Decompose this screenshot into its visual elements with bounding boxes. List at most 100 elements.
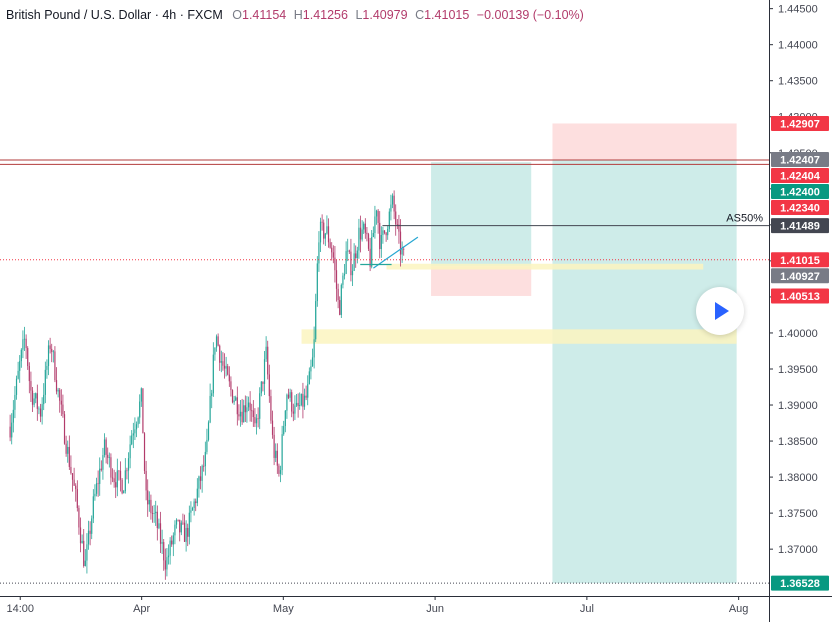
y-tick-label: 1.37500: [778, 508, 818, 520]
candle-body: [329, 242, 331, 248]
candle-body: [193, 501, 195, 509]
price-tag-label: 1.42907: [780, 118, 820, 130]
candle-body: [54, 351, 56, 381]
x-tick-label: Jul: [580, 603, 594, 615]
candle-body: [107, 454, 109, 458]
candle-body: [380, 234, 382, 249]
candle-body: [172, 535, 174, 545]
candle-body: [145, 470, 147, 491]
candle-body: [60, 400, 62, 405]
candle-body: [273, 434, 275, 458]
candle-body: [340, 284, 342, 315]
candle-body: [179, 519, 181, 533]
change-value: −0.00139 (−0.10%): [477, 8, 584, 22]
zone-target: [431, 162, 532, 267]
price-tag: [771, 218, 829, 234]
candle-body: [311, 357, 314, 367]
candle-body: [126, 470, 128, 472]
candle-body: [169, 540, 171, 556]
candle-body: [393, 195, 395, 212]
candle-body: [103, 439, 106, 456]
candle-body: [167, 555, 170, 558]
candle-body: [183, 522, 186, 542]
candle-body: [91, 518, 93, 534]
price-tag-label: 1.41489: [780, 221, 820, 233]
candle-body: [161, 542, 163, 544]
candle-body: [19, 361, 21, 371]
candle-body: [395, 211, 397, 225]
zone-highlight: [386, 263, 704, 270]
candle-body: [151, 513, 154, 514]
candle-body: [375, 210, 378, 217]
candle-body: [81, 540, 83, 544]
candle-body: [396, 224, 398, 226]
price-tag: [771, 151, 829, 167]
close-label: C: [415, 8, 424, 22]
candle-body: [86, 544, 88, 561]
y-tick-label: 1.40000: [778, 328, 818, 340]
candle-body: [324, 233, 326, 239]
candle-body: [379, 222, 381, 249]
candle-body: [334, 257, 336, 271]
candle-body: [319, 221, 322, 243]
candle-body: [204, 451, 206, 467]
candle-body: [244, 405, 246, 413]
source-label: FXCM: [187, 8, 222, 22]
candle-body: [102, 455, 104, 470]
candle-body: [187, 527, 189, 537]
candle-body: [260, 381, 262, 394]
trendline: [373, 236, 419, 269]
candle-body: [100, 468, 102, 470]
play-button[interactable]: [696, 287, 744, 335]
candle-body: [47, 345, 50, 366]
x-tick-label: Aug: [729, 603, 749, 615]
low-label: L: [355, 8, 362, 22]
price-tag-label: 1.36528: [780, 578, 820, 590]
candle-body: [155, 511, 157, 514]
price-tag-label: 1.42340: [780, 202, 820, 214]
candle-body: [111, 477, 114, 479]
candle-body: [227, 366, 229, 375]
candle-body: [222, 361, 224, 366]
zone-highlight: [301, 329, 737, 344]
candle-body: [283, 426, 285, 435]
candle-body: [279, 470, 282, 474]
candle-body: [278, 465, 280, 474]
high-label: H: [294, 8, 303, 22]
candle-body: [124, 470, 126, 492]
candle-body: [140, 388, 142, 402]
zone-target: [552, 159, 737, 584]
candle-body: [150, 499, 152, 514]
candle-body: [116, 470, 118, 488]
candle-body: [374, 216, 376, 234]
candle-body: [52, 351, 54, 353]
candle-body: [191, 508, 194, 511]
candle-body: [276, 450, 278, 466]
candle-body: [14, 394, 16, 410]
candle-body: [166, 557, 168, 570]
x-tick-label: May: [273, 603, 294, 615]
y-tick-label: 1.38000: [778, 472, 818, 484]
candle-body: [371, 237, 373, 267]
candle-body: [79, 527, 82, 544]
candle-body: [215, 336, 218, 348]
candle-body: [401, 248, 403, 255]
candle-body: [132, 433, 134, 436]
candle-body: [71, 473, 74, 480]
candle-body: [223, 365, 226, 369]
candle-body: [372, 233, 374, 238]
price-tag: [771, 199, 829, 215]
candle-body: [23, 338, 26, 340]
candle-body: [206, 439, 208, 452]
candle-body: [137, 417, 139, 425]
candle-body: [246, 407, 248, 413]
candle-body: [231, 390, 234, 403]
candle-body: [332, 252, 334, 258]
price-tag-label: 1.41015: [780, 255, 820, 267]
candle-body: [68, 446, 70, 467]
candle-body: [110, 457, 112, 478]
candle-body: [367, 234, 370, 249]
